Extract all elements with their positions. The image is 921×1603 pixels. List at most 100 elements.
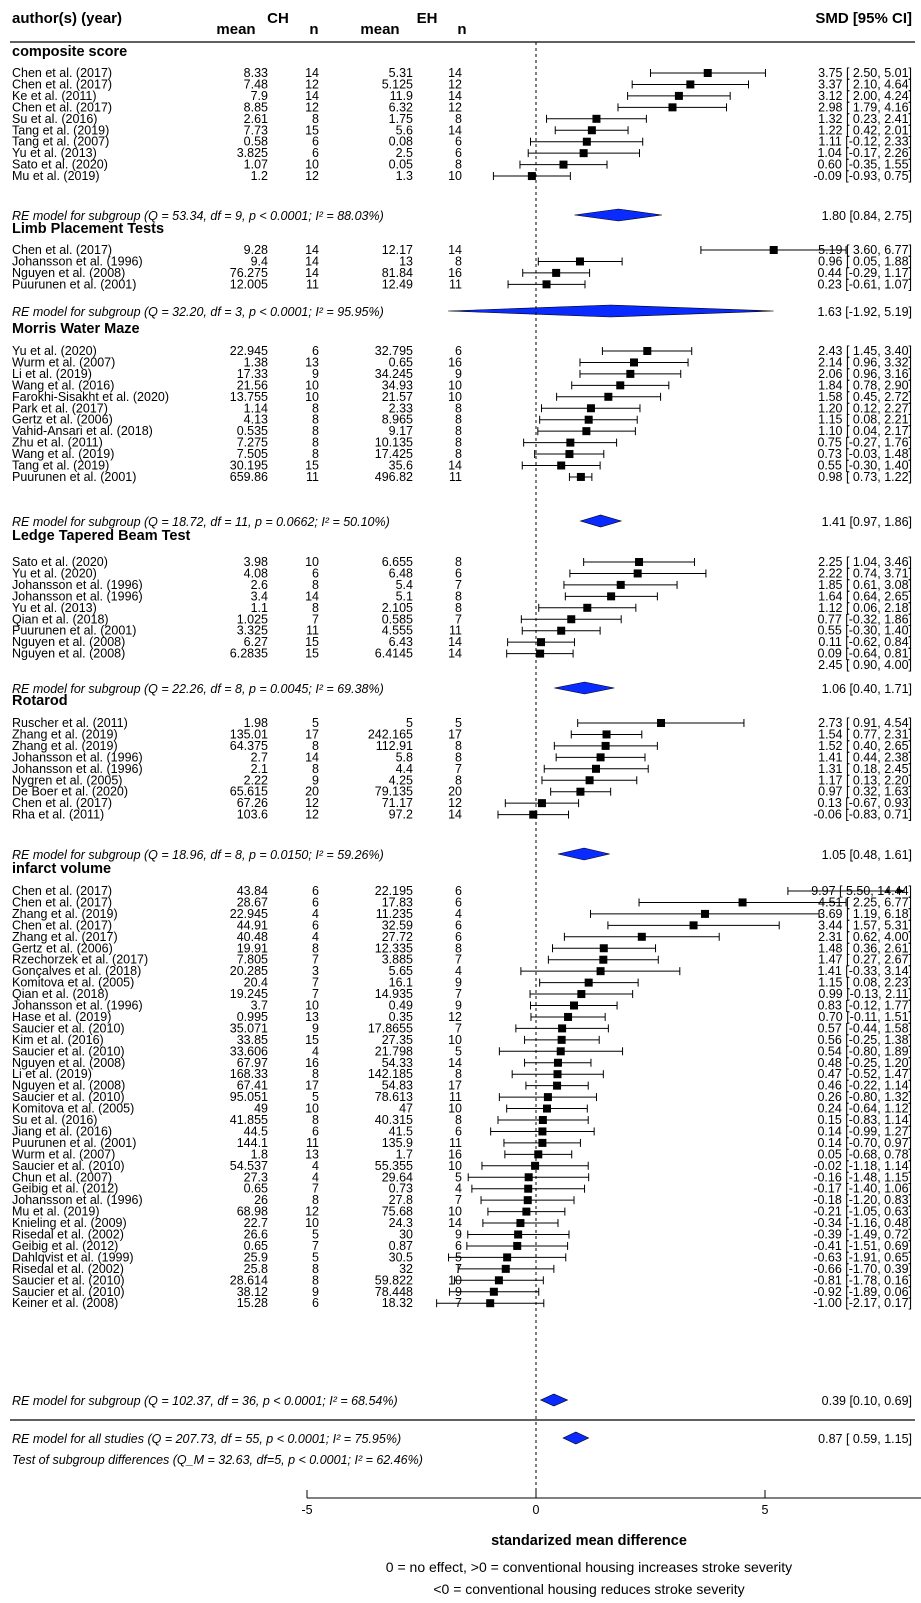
point-estimate [531, 1161, 540, 1170]
ch-n-value: 9 [312, 1285, 319, 1299]
ch-n-value: 4 [312, 907, 319, 921]
point-estimate [630, 358, 639, 367]
point-estimate [599, 955, 608, 964]
ch-n-value: 15 [305, 1033, 319, 1047]
ch-n-value: 14 [305, 89, 319, 103]
ch-n-value: 10 [305, 378, 319, 392]
point-estimate [703, 69, 712, 77]
eh-mean-value: 17.83 [382, 895, 413, 909]
eh-mean-value: 41.5 [389, 1124, 413, 1138]
eh-n-value: 16 [448, 266, 462, 280]
subgroup-diamond [448, 304, 774, 318]
point-estimate [513, 1241, 522, 1250]
eh-mean-value: 0.05 [389, 158, 413, 172]
point-estimate [501, 1264, 510, 1273]
subgroup-diamond [554, 681, 615, 695]
ch-mean-value: 68.98 [237, 1205, 268, 1219]
study-ci-text: 1.52 [ 0.40, 2.65] [818, 739, 912, 753]
study-ci-text: 0.46 [-0.22, 1.14] [817, 1079, 912, 1093]
ch-mean-value: 67.97 [237, 1056, 268, 1070]
ch-mean-value: 2.6 [251, 578, 268, 592]
point-estimate [601, 741, 610, 750]
subgroup-re-label: RE model for subgroup (Q = 53.34, df = 9… [12, 209, 384, 223]
study-author: Nguyen et al. (2008) [12, 266, 125, 280]
eh-mean-value: 0.73 [389, 1182, 413, 1196]
study-author: Risedal et al. (2002) [12, 1262, 124, 1276]
ch-mean-value: 144.1 [237, 1136, 268, 1150]
point-estimate [524, 1173, 533, 1182]
study-author: Zhang et al. (2017) [12, 930, 118, 944]
study-author: Park et al. (2017) [12, 401, 108, 415]
eh-n-value: 10 [448, 390, 462, 404]
study-ci-text: 1.32 [ 0.23, 2.41] [818, 112, 912, 126]
ch-n-value: 9 [312, 1021, 319, 1035]
study-author: Johansson et al. (1996) [12, 578, 143, 592]
eh-n-value: 6 [455, 566, 462, 580]
study-author: Johansson et al. (1996) [12, 750, 143, 764]
overall-ci-text: 0.87 [ 0.59, 1.15] [818, 1432, 912, 1446]
point-estimate [558, 1024, 567, 1033]
study-author: Puurunen et al. (2001) [12, 1136, 136, 1150]
ch-n-value: 12 [305, 796, 319, 810]
point-estimate [602, 730, 611, 739]
ch-n-value: 8 [312, 424, 319, 438]
ch-mean-value: 67.41 [237, 1079, 268, 1093]
study-author: Qian et al. (2018) [12, 612, 109, 626]
eh-n-value: 9 [455, 1228, 462, 1242]
eh-n-value: 5 [455, 716, 462, 730]
study-ci-text: 0.26 [-0.80, 1.32] [817, 1090, 912, 1104]
subgroup-re-label: RE model for subgroup (Q = 102.37, df = … [12, 1394, 398, 1408]
eh-mean-value: 34.245 [375, 367, 413, 381]
subgroup-re-label: RE model for subgroup (Q = 32.20, df = 3… [12, 305, 384, 319]
ch-n-value: 13 [305, 355, 319, 369]
point-estimate [557, 1035, 566, 1044]
subgroup-test-label: Test of subgroup differences (Q_M = 32.6… [12, 1453, 423, 1467]
study-author: Tang et al. (2019) [12, 123, 109, 137]
point-estimate [626, 369, 635, 378]
point-estimate [637, 932, 646, 941]
ch-n-value: 8 [312, 401, 319, 415]
eh-mean-value: 27.8 [389, 1193, 413, 1207]
study-ci-text: 0.09 [-0.64, 0.81] [817, 647, 912, 661]
study-author: Knieling et al. (2009) [12, 1216, 127, 1230]
study-author: Nguyen et al. (2008) [12, 635, 125, 649]
ch-mean-value: 7.73 [244, 123, 268, 137]
ch-n-value: 8 [312, 112, 319, 126]
header-smd: SMD [95% CI] [815, 10, 912, 27]
study-author: Tang et al. (2019) [12, 459, 109, 473]
eh-mean-value: 5.65 [389, 964, 413, 978]
header-eh-mean: mean [360, 21, 399, 38]
x-tick-label: -5 [301, 1503, 312, 1517]
ch-mean-value: 8.33 [244, 66, 268, 80]
ch-mean-value: 40.48 [237, 930, 268, 944]
study-author: Hase et al. (2019) [12, 1010, 111, 1024]
study-author: Gonçalves et al. (2018) [12, 964, 141, 978]
eh-n-value: 16 [448, 1147, 462, 1161]
eh-n-value: 7 [455, 578, 462, 592]
study-author: Puurunen et al. (2001) [12, 470, 136, 484]
ch-mean-value: 13.755 [230, 390, 268, 404]
point-estimate [599, 944, 608, 953]
ch-n-value: 13 [305, 1147, 319, 1161]
ch-mean-value: 4.13 [244, 413, 268, 427]
point-estimate [582, 137, 591, 146]
study-ci-text: 0.48 [-0.25, 1.20] [817, 1056, 912, 1070]
study-ci-text: 0.96 [ 0.05, 1.88] [818, 254, 912, 268]
eh-n-value: 14 [448, 123, 462, 137]
ch-mean-value: 659.86 [230, 470, 268, 484]
ch-n-value: 7 [312, 1239, 319, 1253]
eh-n-value: 6 [455, 918, 462, 932]
ch-n-value: 20 [305, 785, 319, 799]
point-estimate [557, 626, 566, 635]
eh-mean-value: 1.3 [396, 169, 413, 183]
point-estimate [570, 1001, 579, 1010]
ci-arrow [897, 888, 905, 894]
header-eh-n: n [457, 21, 466, 38]
ch-n-value: 8 [312, 762, 319, 776]
study-ci-text: 1.15 [ 0.08, 2.21] [818, 413, 912, 427]
eh-mean-value: 14.935 [375, 987, 413, 1001]
study-ci-text: -0.18 [-1.20, 0.83] [813, 1193, 912, 1207]
study-ci-text: -0.66 [-1.70, 0.39] [813, 1262, 912, 1276]
eh-mean-value: 6.655 [382, 555, 413, 569]
point-estimate [557, 461, 566, 470]
